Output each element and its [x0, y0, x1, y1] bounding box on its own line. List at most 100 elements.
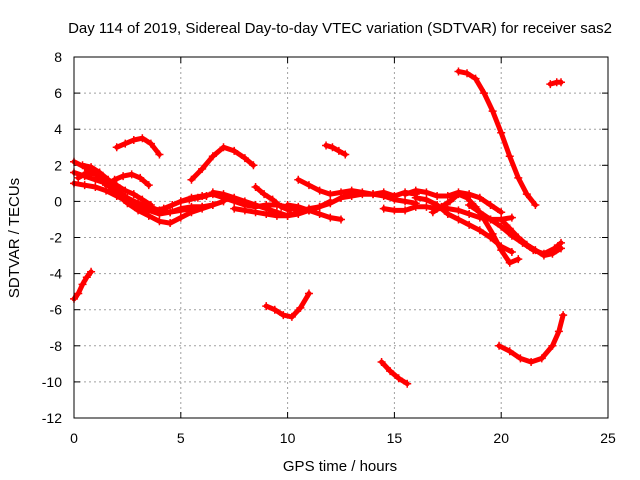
data-point: [463, 193, 472, 202]
series-arc-16: [283, 201, 345, 224]
data-point: [411, 202, 420, 211]
data-point: [121, 186, 130, 195]
data-point: [488, 229, 497, 238]
data-point: [401, 197, 410, 206]
data-point: [208, 152, 217, 161]
data-point: [187, 175, 196, 184]
data-point: [294, 202, 303, 211]
data-point: [166, 208, 175, 217]
data-point: [134, 202, 143, 211]
y-axis-label: SDTVAR / TECUs: [6, 178, 23, 298]
data-point: [497, 215, 506, 224]
data-point: [379, 204, 388, 213]
data-point: [377, 358, 386, 367]
data-point: [422, 188, 431, 197]
data-point: [341, 150, 350, 159]
data-point: [112, 143, 121, 152]
data-point: [121, 139, 130, 148]
series-arc-27: [495, 311, 568, 367]
y-tick-label: 2: [54, 157, 62, 173]
data-point: [262, 210, 271, 219]
data-point: [514, 233, 523, 242]
y-axis-ticks: -12 -10 -8 -6 -4 -2 0 2 4 6 8: [42, 49, 608, 426]
data-point: [260, 190, 269, 199]
data-point: [522, 190, 531, 199]
y-tick-label: 0: [54, 193, 62, 209]
data-point: [159, 204, 168, 213]
data-point: [138, 134, 147, 143]
series-arc-14: [262, 289, 313, 321]
data-point: [531, 246, 540, 255]
x-tick-label: 0: [70, 430, 78, 446]
data-point: [422, 195, 431, 204]
data-point: [95, 168, 104, 177]
data-point: [390, 206, 399, 215]
data-point: [198, 191, 207, 200]
data-point: [230, 146, 239, 155]
data-point: [463, 69, 472, 78]
data-point: [125, 197, 134, 206]
data-point: [507, 213, 516, 222]
series-arc-19: [377, 358, 412, 388]
series-trace: [496, 312, 566, 365]
data-point: [112, 181, 121, 190]
data-point: [129, 190, 138, 199]
data-point: [82, 168, 91, 177]
data-point: [277, 202, 286, 211]
data-point: [369, 190, 378, 199]
series-arc-24: [454, 67, 540, 210]
data-point: [557, 78, 566, 87]
y-tick-label: -8: [50, 338, 63, 354]
data-point: [548, 249, 557, 258]
data-point: [454, 190, 463, 199]
data-point: [315, 202, 324, 211]
data-point: [514, 255, 523, 264]
series-trace: [323, 142, 348, 157]
data-point: [78, 280, 87, 289]
y-tick-label: 6: [54, 85, 62, 101]
x-tick-label: 25: [600, 430, 616, 446]
data-point: [296, 303, 305, 312]
series-arc-01: [70, 267, 96, 303]
series-arc-09: [187, 143, 258, 184]
data-point: [557, 244, 566, 253]
data-point: [495, 341, 504, 350]
data-point: [168, 201, 177, 210]
data-point: [347, 191, 356, 200]
data-point: [304, 206, 313, 215]
data-point: [497, 208, 506, 217]
data-point: [326, 197, 335, 206]
y-tick-label: -2: [50, 230, 63, 246]
data-point: [240, 206, 249, 215]
data-point: [386, 367, 395, 376]
data-point: [87, 163, 96, 172]
data-point: [198, 202, 207, 211]
data-point: [445, 197, 454, 206]
data-point: [127, 170, 136, 179]
data-point: [251, 208, 260, 217]
data-point: [176, 197, 185, 206]
data-point: [465, 201, 474, 210]
x-tick-label: 15: [387, 430, 403, 446]
data-point: [394, 374, 403, 383]
series-trace: [103, 171, 152, 188]
data-point: [337, 215, 345, 224]
data-point: [187, 193, 196, 202]
data-point: [505, 152, 514, 161]
data-point: [315, 186, 324, 195]
data-point: [240, 197, 249, 206]
data-point: [144, 181, 153, 190]
data-point: [279, 311, 288, 320]
data-point: [176, 204, 185, 213]
data-point: [326, 190, 335, 199]
y-tick-label: -6: [50, 302, 63, 318]
data-point: [475, 226, 484, 235]
data-point: [262, 302, 271, 311]
data-point: [155, 217, 164, 226]
data-point: [136, 173, 145, 182]
data-point: [142, 204, 151, 213]
data-point: [119, 172, 128, 181]
data-point: [471, 74, 480, 83]
